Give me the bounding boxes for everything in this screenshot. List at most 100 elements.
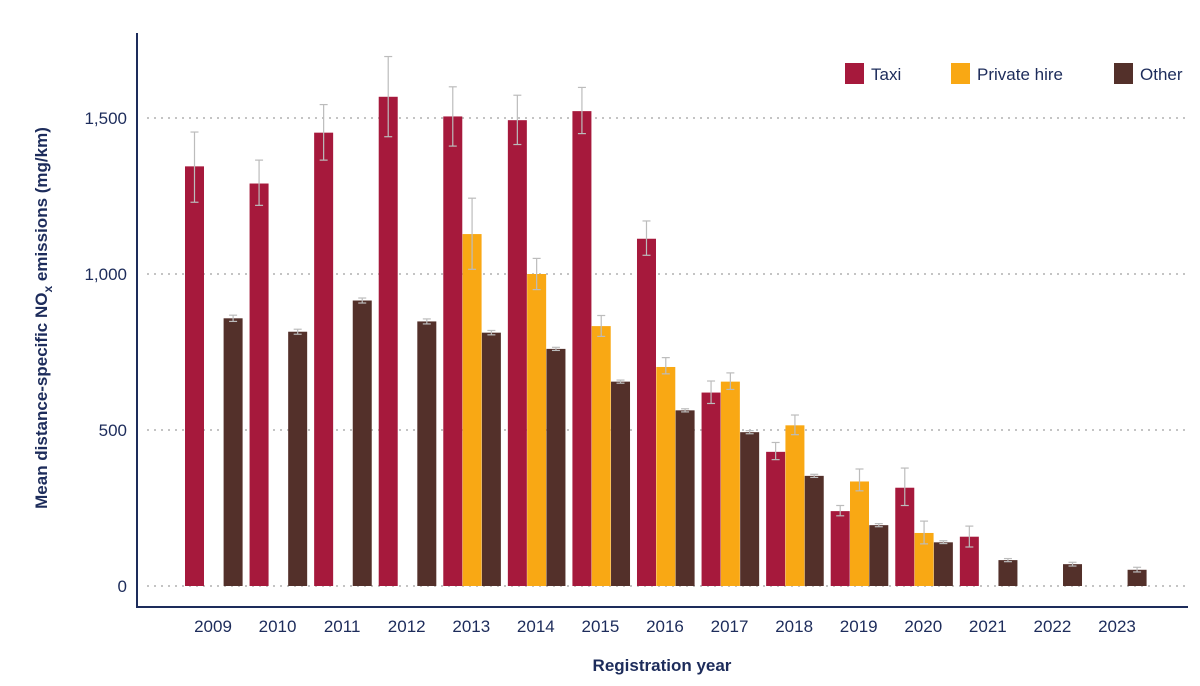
legend-swatch-other [1114,63,1133,84]
bar-private-hire-2018 [785,425,805,586]
bar-other-2018 [804,475,824,586]
x-tick-label: 2022 [1033,617,1071,636]
error-bar-taxi-2014 [513,94,522,146]
bar-private-hire-2017 [720,381,740,586]
error-bars [190,55,1142,573]
bar-taxi-2014 [507,120,527,587]
error-bar-other-2012 [422,318,431,325]
bar-other-2010 [288,331,308,586]
error-bar-taxi-2019 [836,504,845,517]
bar-other-2021 [998,560,1018,586]
x-tick-label: 2020 [904,617,942,636]
bar-private-hire-2013 [462,234,482,586]
legend: Taxi Private hire Other [845,63,1183,84]
y-tick-label: 1,000 [84,265,127,284]
error-bar-private-hire-2014 [532,257,541,291]
x-tick-label: 2010 [259,617,297,636]
bar-other-2012 [417,321,437,586]
error-bar-other-2011 [358,297,367,304]
error-bar-private-hire-2020 [920,520,929,545]
error-bar-private-hire-2019 [855,468,864,492]
bar-taxi-2012 [378,96,398,586]
error-bar-taxi-2011 [319,103,328,161]
x-tick-label: 2017 [711,617,749,636]
y-tick-label: 0 [118,577,127,596]
error-bar-other-2015 [616,379,625,384]
y-axis-title-tail: emissions (mg/km) [32,127,51,286]
bar-other-2011 [352,300,372,586]
bar-taxi-2013 [443,116,463,586]
x-tick-label: 2018 [775,617,813,636]
bar-other-2019 [869,525,889,586]
error-bar-other-2014 [551,346,560,352]
error-bar-taxi-2013 [448,86,457,147]
error-bar-other-2013 [487,329,496,336]
error-bar-taxi-2020 [900,467,909,507]
bar-taxi-2021 [959,536,979,586]
error-bar-taxi-2009 [190,131,199,203]
bar-other-2016 [675,410,695,586]
error-bar-other-2022 [1068,561,1077,567]
error-bar-other-2016 [681,408,690,413]
bar-taxi-2019 [830,511,850,586]
error-bar-taxi-2016 [642,220,651,256]
bar-taxi-2011 [314,132,334,586]
error-bar-taxi-2021 [965,525,974,548]
bar-taxi-2018 [766,451,786,586]
bar-other-2022 [1063,564,1083,586]
y-tick-label: 500 [99,421,127,440]
x-tick-label: 2021 [969,617,1007,636]
x-tick-label: 2009 [194,617,232,636]
error-bar-private-hire-2016 [661,357,670,375]
bars [185,96,1147,587]
error-bar-taxi-2010 [255,159,264,206]
bar-taxi-2015 [572,111,592,587]
bar-private-hire-2016 [656,366,676,586]
y-axis-title: Mean distance-specific NOx emissions (mg… [32,127,55,509]
error-bar-taxi-2017 [707,380,716,405]
x-tick-labels: 2009 2010 2011 2012 2013 2014 2015 2016 2017 2018… [194,617,1136,636]
bar-taxi-2020 [895,487,915,586]
error-bar-private-hire-2018 [790,414,799,436]
bar-other-2020 [933,542,953,586]
bar-other-2015 [611,381,631,586]
x-tick-label: 2023 [1098,617,1136,636]
x-tick-label: 2014 [517,617,555,636]
legend-label-taxi: Taxi [871,65,901,84]
x-tick-label: 2016 [646,617,684,636]
legend-label-other: Other [1140,65,1183,84]
x-tick-label: 2015 [582,617,620,636]
error-bar-other-2021 [1003,557,1012,563]
error-bar-other-2010 [293,328,302,335]
error-bar-other-2017 [745,430,754,435]
error-bar-other-2023 [1133,566,1142,573]
bar-private-hire-2020 [914,532,934,586]
bar-taxi-2016 [636,238,656,586]
error-bar-other-2018 [810,473,819,479]
bar-taxi-2017 [701,392,721,586]
error-bar-private-hire-2013 [468,197,477,270]
bar-private-hire-2019 [850,481,869,586]
bar-taxi-2009 [185,166,204,587]
error-bar-other-2020 [939,540,948,545]
bar-other-2023 [1127,569,1147,586]
error-bar-taxi-2012 [384,55,393,138]
error-bar-taxi-2015 [577,86,586,135]
x-tick-label: 2011 [324,617,361,636]
error-bar-taxi-2018 [771,441,780,461]
error-bar-private-hire-2015 [597,314,606,337]
bar-other-2014 [546,348,566,586]
x-tick-label: 2012 [388,617,426,636]
legend-swatch-private-hire [951,63,970,84]
axes [136,33,1188,608]
bar-other-2009 [223,318,243,586]
bar-taxi-2010 [249,183,269,586]
bar-private-hire-2014 [527,274,547,586]
legend-swatch-taxi [845,63,864,84]
bar-private-hire-2015 [591,326,611,586]
error-bar-other-2019 [874,522,883,528]
error-bar-private-hire-2017 [726,372,735,391]
error-bar-other-2009 [229,314,238,323]
bar-other-2013 [481,332,501,586]
y-tick-labels: 0 500 1,000 1,500 [84,109,127,596]
